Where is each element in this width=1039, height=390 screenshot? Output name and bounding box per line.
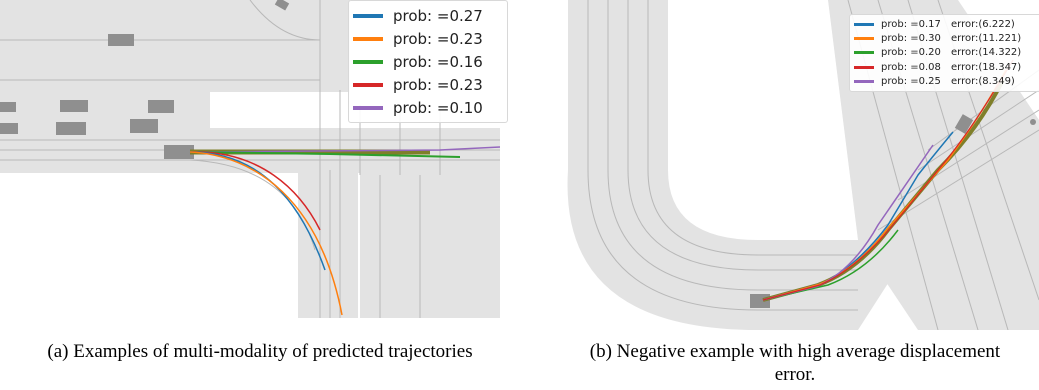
legend-label: prob: =0.20	[881, 47, 941, 59]
ego-vehicle	[750, 294, 770, 308]
lane-lines-b	[587, 0, 1039, 330]
legend-entry: prob: =0.16	[353, 50, 503, 73]
legend-swatch	[854, 37, 874, 41]
legend-swatch	[854, 22, 874, 26]
road-area-top-left	[0, 0, 350, 92]
other-vehicle	[954, 114, 974, 134]
legend-label: prob: =0.10	[393, 98, 483, 117]
legend-entry: prob: =0.23	[353, 27, 503, 50]
legend-panel-b: prob: =0.17 error:(6.222) prob: =0.30 erro…	[849, 14, 1039, 92]
prediction-purple	[189, 146, 500, 153]
prediction-orange	[189, 151, 343, 316]
prediction-green-b	[762, 229, 899, 301]
legend-label: prob: =0.16	[393, 52, 483, 71]
legend-label: prob: =0.25	[881, 76, 941, 88]
legend-entry: prob: =0.23	[353, 73, 503, 96]
prediction-red	[189, 151, 321, 231]
legend-entry: prob: =0.08 error:(18.347)	[854, 60, 1039, 74]
legend-swatch	[353, 82, 383, 87]
legend-entry: prob: =0.30 error:(11.221)	[854, 31, 1039, 45]
legend-swatch	[353, 13, 383, 18]
legend-entry: prob: =0.10	[353, 96, 503, 119]
legend-swatch	[353, 105, 383, 110]
legend-error: error:(6.222)	[951, 18, 1015, 30]
legend-error: error:(11.221)	[951, 33, 1022, 45]
legend-swatch	[353, 59, 383, 64]
legend-panel-a: prob: =0.27 prob: =0.23 prob: =0.16 prob…	[348, 0, 508, 123]
legend-label: prob: =0.30	[881, 33, 941, 45]
legend-label: prob: =0.23	[393, 29, 483, 48]
legend-entry: prob: =0.25 error:(8.349)	[854, 75, 1039, 89]
corner-sidewalk	[0, 173, 298, 318]
legend-swatch	[854, 80, 874, 84]
caption-a: (a) Examples of multi-modality of predic…	[47, 341, 473, 362]
legend-label: prob: =0.23	[393, 75, 483, 94]
legend-swatch	[854, 65, 874, 69]
road-area-right	[360, 160, 500, 318]
prediction-green	[189, 151, 461, 158]
legend-error: error:(8.349)	[951, 76, 1015, 88]
legend-label: prob: =0.08	[881, 61, 941, 73]
legend-error: error:(14.322)	[951, 47, 1022, 59]
caption-b: (b) Negative example with high average d…	[589, 341, 1001, 385]
vehicles	[0, 0, 290, 159]
legend-entry: prob: =0.20 error:(14.322)	[854, 46, 1039, 60]
legend-label: prob: =0.17	[881, 18, 941, 30]
prediction-red-b	[762, 59, 1014, 301]
legend-label: prob: =0.27	[393, 6, 483, 25]
legend-swatch	[353, 36, 383, 41]
legend-entry: prob: =0.17 error:(6.222)	[854, 17, 1039, 31]
legend-swatch	[854, 51, 874, 55]
legend-entry: prob: =0.27	[353, 4, 503, 27]
legend-error: error:(18.347)	[951, 61, 1022, 73]
small-object	[1030, 119, 1036, 125]
u-road	[567, 0, 858, 330]
road-junction	[858, 240, 903, 330]
